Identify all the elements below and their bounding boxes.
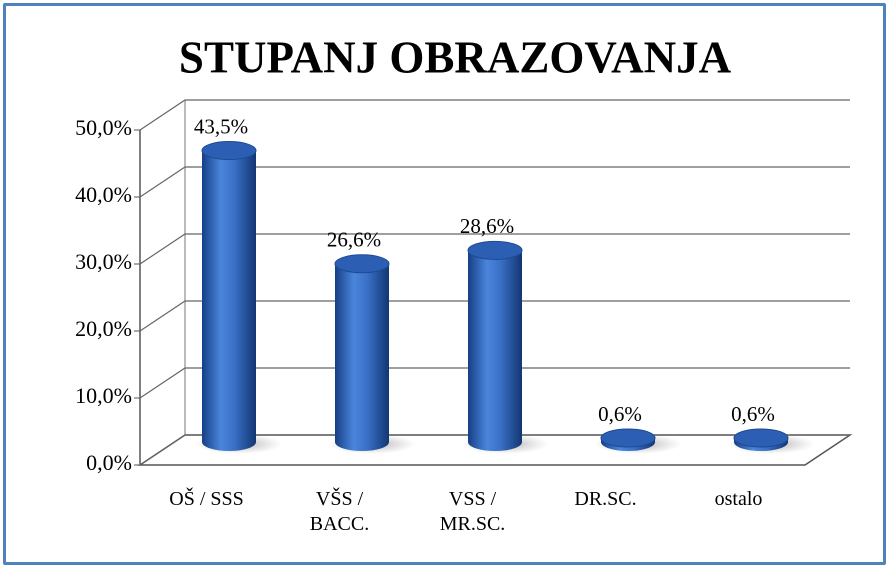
y-tick-label: 30,0% (75, 249, 132, 274)
chart-frame (3, 3, 886, 565)
data-label: 28,6% (460, 214, 514, 238)
x-tick-label: DR.SC. (574, 488, 637, 510)
data-label: 43,5% (194, 114, 248, 138)
bar-part (201, 141, 257, 161)
bar-part (733, 428, 789, 448)
data-label: 0,6% (598, 402, 642, 426)
y-tick-label: 20,0% (75, 316, 132, 341)
grid-line (139, 233, 850, 265)
x-tick-label: VŠS / BACC. (309, 488, 370, 535)
y-tick-label: 10,0% (75, 383, 132, 408)
x-tick-label: VSS / MR.SC. (439, 488, 506, 535)
bar-part (202, 150, 256, 452)
x-tick-label: OŠ / SSS (169, 488, 244, 510)
bar (334, 254, 390, 451)
bar-part (334, 254, 390, 274)
bar (201, 141, 257, 452)
grid-line (139, 166, 850, 198)
bar (600, 428, 656, 451)
grid-line (139, 99, 850, 131)
bar-part (468, 250, 522, 451)
grid-line (139, 300, 850, 332)
data-label: 0,6% (731, 402, 775, 426)
chart-title: STUPANJ OBRAZOVANJA (179, 32, 732, 82)
bar-part (600, 428, 656, 448)
y-tick-label: 0,0% (86, 450, 132, 475)
data-label: 26,6% (327, 228, 381, 252)
bar (467, 240, 523, 451)
bar-part (467, 240, 523, 260)
x-tick-label: ostalo (714, 488, 763, 510)
bar-part (335, 263, 389, 451)
y-tick-label: 50,0% (75, 115, 132, 140)
y-tick-label: 40,0% (75, 182, 132, 207)
bar (733, 428, 789, 451)
grid-line (139, 367, 850, 399)
